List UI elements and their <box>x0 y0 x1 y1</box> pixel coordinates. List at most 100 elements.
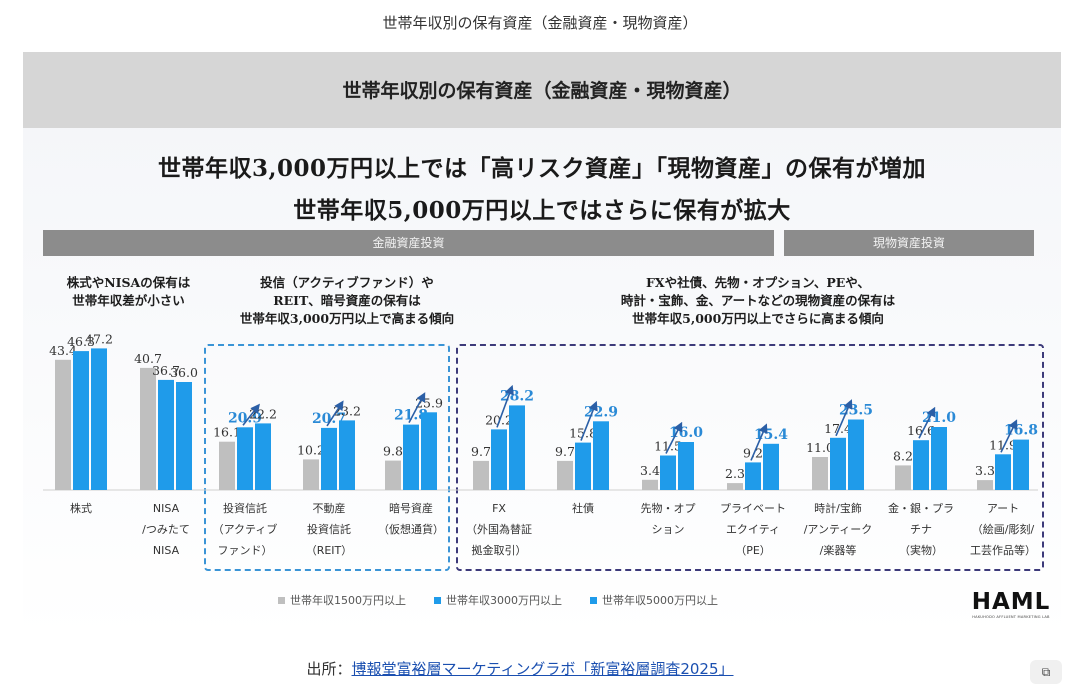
bar-5-series-1 <box>491 429 507 490</box>
source-link[interactable]: 博報堂富裕層マーケティングラボ「新富裕層調査2025」 <box>351 660 734 678</box>
value-label-6-series-0: 9.7 <box>555 444 575 459</box>
annotation-funds-reit-crypto: 投信（アクティブファンド）や REIT、暗号資産の保有は 世帯年収3,000万円… <box>239 275 455 326</box>
category-label-line: 暗号資産 <box>389 501 433 515</box>
annotation-stocks-nisa: 株式やNISAの保有は 世帯年収差が小さい <box>66 275 191 308</box>
trend-arrow-9 <box>835 399 853 437</box>
category-label-8: プライベートエクイティ （PE） <box>720 502 786 557</box>
trend-arrow-2 <box>242 403 260 426</box>
bar-5-series-0 <box>473 460 489 490</box>
value-label-1-series-0: 40.7 <box>134 351 162 366</box>
legend-swatch-5000 <box>590 596 597 604</box>
category-label-line: 拠金取引） <box>472 543 527 557</box>
bar-8-series-2 <box>763 443 779 490</box>
category-label-10: 金・銀・プラチナ （実物） <box>888 501 954 557</box>
category-label-line: 金・銀・プラ <box>888 501 954 515</box>
category-label-line: （アクティブ <box>213 522 278 536</box>
source-credit: 出所：博報堂富裕層マーケティングラボ「新富裕層調査2025」 <box>0 658 1040 679</box>
bar-9-series-0 <box>812 457 828 490</box>
trend-arrow-10 <box>918 406 936 439</box>
trend-arrow-3 <box>326 400 344 427</box>
figure-header: 世帯年収別の保有資産（金融資産・現物資産） <box>23 52 1061 128</box>
highlight-box-3000 <box>204 344 450 571</box>
legend-label-5000: 世帯年収5000万円以上 <box>602 594 718 607</box>
category-label-line: （実物） <box>899 543 943 557</box>
value-label-6-series-2: 22.9 <box>584 404 618 420</box>
bar-11-series-0 <box>977 480 993 490</box>
bar-0-series-1 <box>73 351 89 490</box>
bar-3-series-0 <box>303 459 319 490</box>
bar-chart: 43.446.347.2 株式 40.736.736.0 NISA/つみたて NISA 1… <box>43 331 1038 557</box>
value-label-5-series-0: 9.7 <box>471 444 491 459</box>
value-label-4-series-0: 9.8 <box>383 444 403 459</box>
value-label-0-series-1: 46.3 <box>67 334 95 349</box>
category-label-11: アート （絵画/彫刻/工芸作品等） <box>970 502 1036 557</box>
bar-1-series-1 <box>158 379 174 490</box>
bar-6-series-2 <box>593 421 609 490</box>
chart-legend: 世帯年収1500万円以上 世帯年収3000万円以上 世帯年収5000万円以上 <box>278 592 718 608</box>
value-label-2-series-2: 22.2 <box>249 406 277 421</box>
value-label-0-series-2: 47.2 <box>85 331 113 346</box>
value-label-8-series-0: 2.3 <box>725 466 745 481</box>
page-caption: 世帯年収別の保有資産（金融資産・現物資産） <box>382 14 698 32</box>
legend-swatch-1500 <box>278 596 285 604</box>
trend-arrow-7 <box>665 421 683 454</box>
category-label-4: 暗号資産 （仮想通貨） <box>378 501 444 536</box>
category-label-0: 株式 <box>70 501 92 515</box>
headline-primary: 世帯年収3,000万円以上では「高リスク資産」「現物資産」の保有が増加 <box>157 155 927 182</box>
chart-figure: 世帯年収別の保有資産（金融資産・現物資産） 世帯年収3,000万円以上では「高リ… <box>23 52 1061 638</box>
category-label-5: FX （外国為替証拠金取引） <box>466 502 532 557</box>
category-label-1: NISA/つみたて NISA <box>142 502 190 557</box>
copy-icon: ⧉ <box>1041 664 1051 679</box>
value-label-11-series-1: 11.9 <box>989 437 1017 452</box>
bar-2-series-1 <box>237 427 253 490</box>
bar-4-series-2 <box>421 412 437 490</box>
bar-8-series-1 <box>745 462 761 490</box>
trend-arrow-11 <box>1000 419 1018 453</box>
source-prefix: 出所： <box>306 660 352 678</box>
bar-10-series-1 <box>913 440 929 490</box>
bar-2-series-0 <box>219 441 235 490</box>
legend-label-1500: 世帯年収1500万円以上 <box>290 594 406 607</box>
value-label-7-series-1: 11.5 <box>654 439 682 454</box>
legend-swatch-3000 <box>434 596 441 604</box>
bar-9-series-2 <box>848 419 864 490</box>
brand-logo: HAML HAKUHODO AFFLUENT MARKETING LAB <box>971 589 1051 619</box>
bar-4-series-0 <box>385 460 401 490</box>
bar-7-series-1 <box>660 455 676 490</box>
value-label-9-series-0: 11.0 <box>806 440 834 455</box>
headline-secondary: 世帯年収5,000万円以上ではさらに保有が拡大 <box>293 197 791 224</box>
bar-1-series-0 <box>140 367 156 490</box>
category-label-6: 社債 <box>572 501 594 515</box>
category-label-line: （仮想通貨） <box>378 522 444 536</box>
category-label-line: 株式 <box>70 501 92 515</box>
category-label-line: （絵画/彫刻/ <box>972 522 1035 536</box>
bar-10-series-0 <box>895 465 911 490</box>
trend-arrow-8 <box>750 423 768 461</box>
trend-arrow-6 <box>580 400 598 441</box>
bar-11-series-2 <box>1013 439 1029 490</box>
bar-5-series-2 <box>509 405 525 490</box>
bar-7-series-0 <box>642 479 658 490</box>
category-label-3: 不動産投資信託 （REIT） <box>306 501 353 557</box>
brand-wordmark: HAML <box>971 589 1051 615</box>
bar-10-series-2 <box>931 427 947 490</box>
category-label-line: /アンティーク <box>804 523 873 536</box>
legend-item-3000: 世帯年収3000万円以上 <box>434 592 562 608</box>
annotation-alternative-assets: FXや社債、先物・オプション、PEや、 時計・宝飾、金、アートなどの現物資産の保… <box>620 275 896 326</box>
category-label-line: プライベート <box>720 502 786 515</box>
category-label-line: NISA <box>153 544 180 557</box>
value-label-11-series-0: 3.3 <box>975 463 995 478</box>
value-label-3-series-0: 10.2 <box>297 442 325 457</box>
category-physical-bar: 現物資産投資 <box>784 230 1034 256</box>
category-label-line: 先物・オプ <box>641 501 696 515</box>
value-label-2-series-0: 16.1 <box>213 425 241 440</box>
bar-4-series-1 <box>403 424 419 490</box>
value-label-1-series-1: 36.7 <box>152 363 180 378</box>
value-label-9-series-1: 17.4 <box>824 421 852 436</box>
trend-arrow-5 <box>496 384 514 428</box>
bar-2-series-2 <box>255 423 271 490</box>
copy-button[interactable]: ⧉ <box>1030 660 1062 684</box>
category-label-line: ファンド） <box>218 544 273 557</box>
brand-subtitle: HAKUHODO AFFLUENT MARKETING LAB <box>972 615 1050 619</box>
value-label-10-series-1: 16.6 <box>907 423 935 438</box>
